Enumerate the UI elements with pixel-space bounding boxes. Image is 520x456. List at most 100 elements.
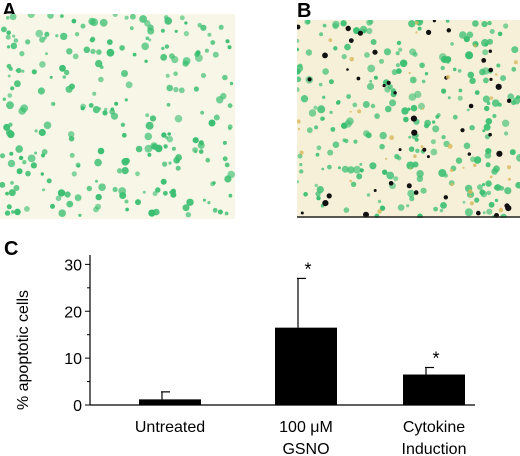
cell-dot [343,207,350,213]
cell-dot [228,193,233,198]
yellow-debris-dot [445,75,451,80]
yellow-debris-dot [421,107,424,110]
yellow-debris-dot [473,163,477,167]
cell-dot [186,198,194,206]
cell-dot [92,106,100,114]
cell-dot [297,64,304,72]
cell-dot [455,157,463,164]
cell-dot [38,128,46,137]
cell-dot [303,192,308,197]
yellow-debris-dot [489,96,494,100]
apoptotic-cell-dot [297,24,301,30]
cell-dot [317,105,326,114]
apoptotic-cell-dot [422,147,427,152]
cell-dot [396,155,402,161]
cell-dot [66,200,74,208]
cell-dot [227,103,233,108]
cell-dot [98,76,104,83]
cell-dot [347,166,355,174]
cell-dot [182,204,190,212]
apoptotic-cell-dot [432,20,436,23]
bar [275,327,337,405]
yellow-debris-dot [349,57,354,62]
significance-marker: * [432,349,439,369]
apoptotic-cell-dot [307,77,312,82]
cell-dot [341,165,349,173]
cell-dot [359,162,363,166]
cell-dot [58,209,66,217]
cell-dot [406,204,410,208]
cell-dot [474,197,480,203]
cell-dot [145,113,150,118]
apoptotic-cell-dot [413,190,419,195]
cell-dot [353,139,358,144]
cell-dot [200,72,207,79]
cell-dot [432,125,440,133]
yellow-debris-dot [473,44,477,48]
cell-dot [16,168,23,175]
cell-dot [22,160,27,165]
cell-dot [129,26,134,31]
cell-dot [485,162,491,168]
cell-dot [408,146,415,152]
cell-dot [212,207,218,213]
cell-dot [297,38,300,43]
cell-dot [161,46,165,51]
cell-dot [435,115,440,119]
cell-dot [417,26,422,31]
apoptotic-cell-dot [411,129,418,136]
yellow-debris-dot [389,135,394,141]
cell-dot [224,175,232,183]
yellow-debris-dot [420,145,424,149]
cell-dot [18,155,24,161]
cell-dot [160,28,165,33]
cell-dot [50,101,56,107]
apoptotic-cell-dot [468,103,474,109]
cell-dot [379,143,385,150]
cell-dot [71,171,77,177]
cell-dot [13,38,19,43]
cell-dot [94,158,102,167]
cell-dot [60,32,68,41]
y-tick-label: 10 [64,351,82,368]
cell-dot [440,202,447,209]
apoptotic-cell-dot [476,210,481,216]
cell-dot [164,17,172,25]
cell-dot [168,161,172,165]
cell-dot [393,176,399,182]
cell-dot [123,157,130,164]
apoptotic-cell-dot [372,49,378,55]
cell-dot [25,170,31,177]
cell-dot [194,52,200,57]
cell-dot [363,130,370,137]
yellow-debris-dot [450,168,454,172]
yellow-debris-dot [513,60,518,65]
cell-dot [135,199,141,206]
cell-dot [297,180,299,184]
cell-dot [368,20,374,25]
cell-dot [489,29,495,34]
cell-dot [297,153,303,159]
cell-dot [167,132,171,136]
cell-dot [316,196,321,201]
cell-dot [470,156,476,163]
yellow-debris-dot [494,73,498,76]
cell-dot [110,112,119,120]
cell-dot [482,49,489,56]
apoptotic-cell-dot [460,128,465,133]
apoptotic-cell-dot [426,155,430,159]
cell-dot [457,69,462,73]
cell-dot [407,189,415,198]
cell-dot [487,38,493,45]
cell-dot [369,162,377,170]
cell-dot [125,207,129,212]
cell-dot [364,52,370,58]
cell-dot [80,103,86,110]
cell-dot [11,210,15,214]
cell-dot [416,175,424,182]
cell-dot [342,138,347,142]
cell-dot [178,87,185,94]
cell-dot [7,159,16,168]
cell-dot [116,168,123,174]
cell-dot [222,156,228,162]
